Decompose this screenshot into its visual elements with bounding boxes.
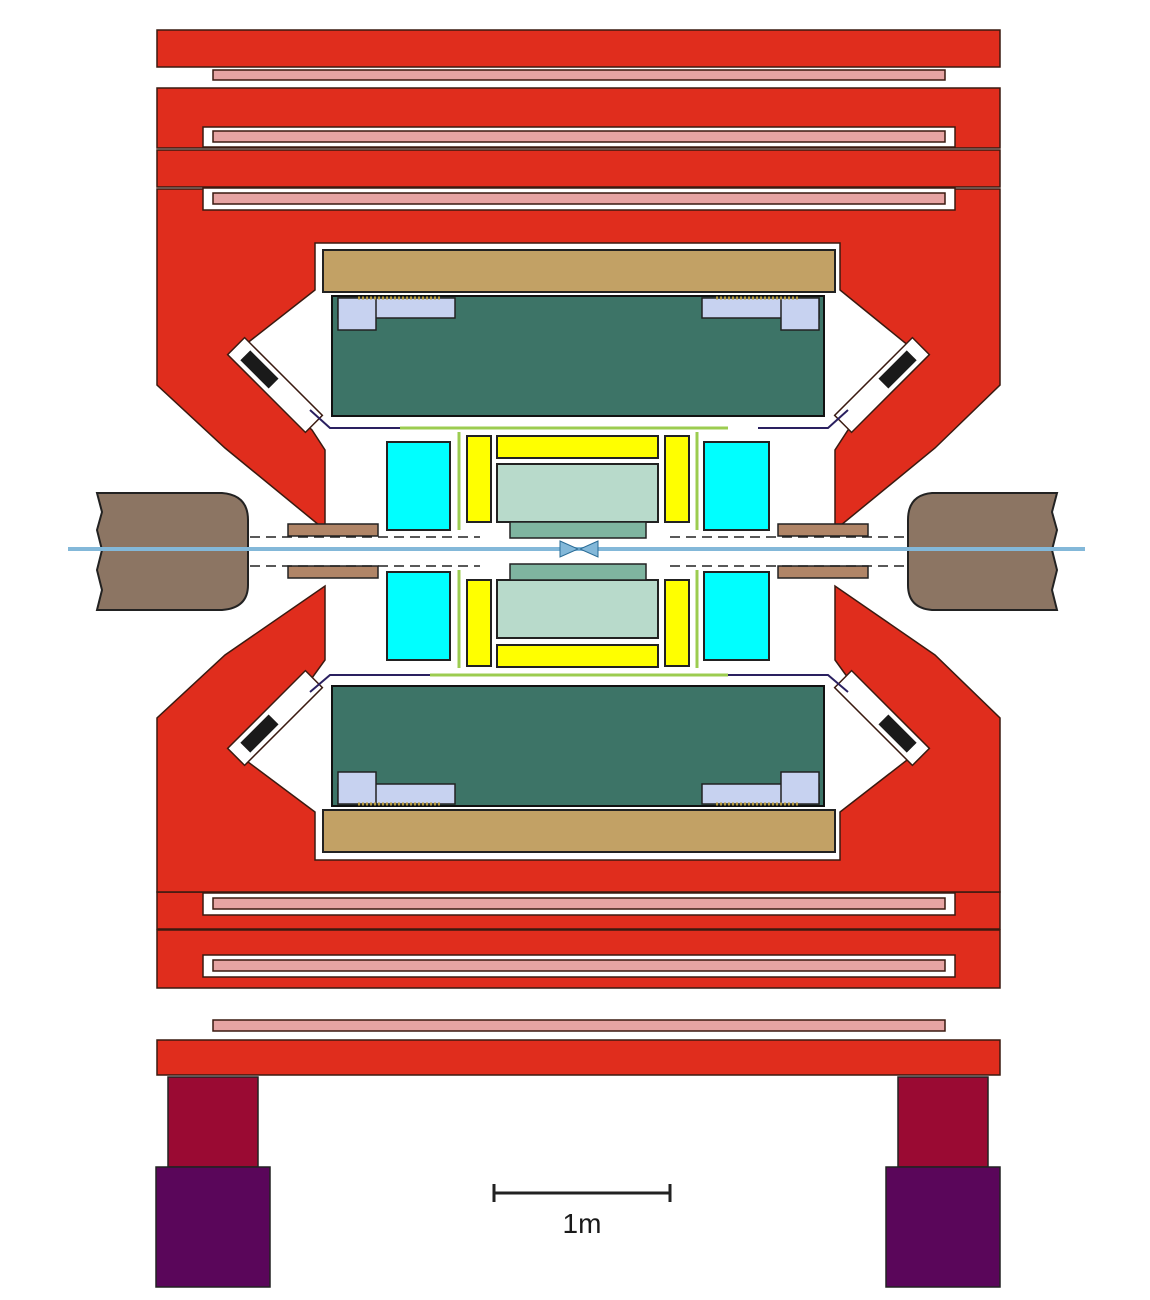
- forward-detector: [703, 441, 770, 531]
- beam-masks: [287, 523, 869, 579]
- forward-detector: [386, 571, 451, 661]
- endcap-slot-upper-left: [226, 336, 324, 434]
- muon-chambers: [202, 69, 956, 1032]
- support-upper-right: [897, 1076, 989, 1168]
- scale-bar-label: 1m: [563, 1208, 602, 1239]
- muon-strip: [212, 1019, 946, 1032]
- yoke-plate-top-3: [156, 149, 1001, 188]
- mask: [287, 523, 379, 537]
- calorimeter-module: [337, 771, 456, 806]
- tracker: [466, 435, 690, 668]
- muon-strip: [212, 130, 946, 143]
- coil-cryostat-upper: [322, 249, 836, 293]
- muon-strip: [212, 69, 946, 81]
- cable-run: [758, 409, 849, 429]
- yoke-plate-bottom: [156, 1039, 1001, 1076]
- tracker-barrel: [496, 435, 659, 459]
- cable-run: [309, 674, 430, 693]
- calorimeter: [331, 295, 825, 807]
- final-focus-right: [907, 492, 1059, 611]
- muon-strip: [212, 959, 946, 972]
- support-upper-left: [167, 1076, 259, 1168]
- cable-run: [728, 674, 849, 693]
- tracker-endplate: [466, 435, 492, 523]
- mask: [777, 523, 869, 537]
- endcap-detectors: [226, 336, 931, 767]
- calorimeter-module: [701, 296, 820, 331]
- tracker-endplate: [664, 579, 690, 667]
- gap-lines: [400, 426, 728, 677]
- mask: [287, 565, 379, 579]
- forward-detectors: [386, 441, 770, 661]
- support-lower-right: [885, 1166, 1001, 1288]
- endcap-slot-upper-right: [833, 336, 931, 434]
- beam-line: [68, 540, 1085, 558]
- calorimeter-module: [701, 771, 820, 806]
- muon-strip: [212, 192, 946, 205]
- coil-cryostat-lower: [322, 809, 836, 853]
- iron-yoke: [156, 29, 1001, 1076]
- yoke-body-lower: [156, 584, 1001, 893]
- tracker-barrel: [496, 644, 659, 668]
- yoke-plate-top: [156, 29, 1001, 68]
- calorimeter-module: [337, 296, 456, 331]
- tracker-endplate: [664, 435, 690, 523]
- support-lower-left: [155, 1166, 271, 1288]
- cable-run: [309, 409, 400, 429]
- supports: [155, 1076, 1001, 1288]
- beam-pipe: [250, 536, 905, 567]
- endcap-slot-lower-right: [833, 669, 931, 767]
- solenoid-coil: [322, 249, 836, 853]
- forward-detector: [703, 571, 770, 661]
- tracker-endplate: [466, 579, 492, 667]
- endcap-slot-lower-left: [226, 669, 324, 767]
- interaction-point-icon: [559, 540, 599, 558]
- scale-bar: 1m: [492, 1184, 672, 1239]
- muon-strip: [212, 897, 946, 910]
- forward-detector: [386, 441, 451, 531]
- mask: [777, 565, 869, 579]
- vertex-detector: [496, 463, 659, 639]
- final-focus-left: [95, 492, 249, 611]
- final-focus-quadrupoles: [95, 492, 1059, 611]
